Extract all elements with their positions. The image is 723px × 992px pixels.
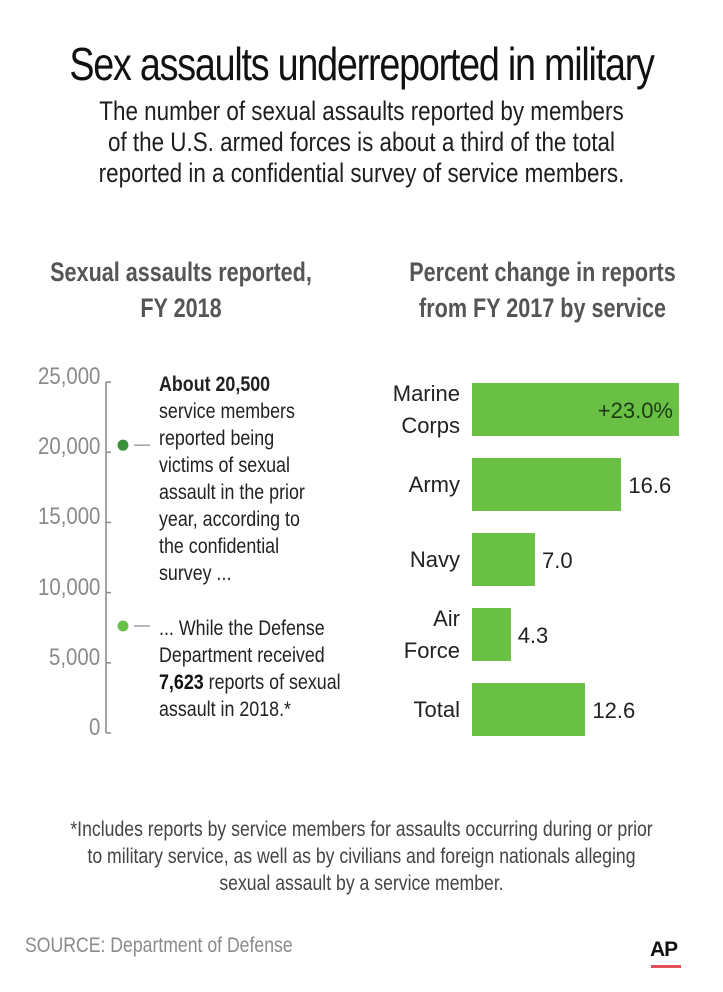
bar-value-label: 7.0 [542,547,573,573]
chart-title: Sex assaults underreported in military [69,38,655,90]
category-label-line: Corps [401,412,460,438]
y-tick-label: 5,000 [48,643,100,671]
bar-value-label: +23.0% [597,397,673,423]
dod-annotation-bold: 7,623 [159,671,204,694]
annotation-text: reports of sexual [203,671,341,694]
footnote: *Includes reports by service members for… [0,816,723,897]
category-label-line: Force [403,637,460,663]
left-chart-title-line: FY 2018 [140,293,222,323]
annotation-line: service members [159,400,295,423]
bar [472,458,622,511]
ap-logo-underline [651,965,681,968]
category-label-line: Army [408,471,460,497]
category-label-line: Marine [392,380,460,406]
annotation-line: 7,623 reports of sexual [159,669,346,696]
footnote-line: to military service, as well as by civil… [87,845,636,868]
footnote-line: sexual assault by a service member. [219,872,504,895]
annotation-line: the confidential [159,535,280,558]
right-chart-title: Percent change in reports from FY 2017 b… [398,254,687,326]
survey-annotation-bold: About 20,500 [159,373,271,396]
bar-category-label: Army [409,469,460,501]
dod-data-point [117,620,129,632]
annotation-line: victims of sexual [159,454,290,477]
left-chart-title: Sexual assaults reported, FY 2018 [36,254,326,326]
bar-category-label: Total [414,694,460,726]
ap-logo: AP [650,938,678,961]
dod-annotation: ... While the Defense Department receive… [159,615,346,723]
category-label-line: Total [413,696,460,722]
source-credit: SOURCE: Department of Defense [25,934,293,957]
bar-value-label: 16.6 [628,472,672,498]
bar [472,683,586,736]
annotation-line: assault in 2018.* [159,698,291,721]
survey-data-point [117,439,129,451]
bar [472,608,511,661]
y-tick-label: 10,000 [37,573,100,601]
chart-subtitle: The number of sexual assaults reported b… [0,96,723,189]
annotation-line: assault in the prior [159,481,305,504]
annotation-line: Department received [159,644,325,667]
bar-category-label: Air Force [404,603,460,667]
bar [472,383,679,436]
annotation-line: reported being [159,427,275,450]
annotation-line: year, according to [159,508,300,531]
subtitle-line: The number of sexual assaults reported b… [99,96,624,126]
annotation-line: survey ... [159,562,232,585]
bar-category-label: Marine Corps [393,378,460,442]
bar-value-label: 4.3 [517,622,549,648]
category-label-line: Air [433,605,460,631]
footnote-line: *Includes reports by service members for… [70,818,653,841]
y-tick-label: 15,000 [37,503,100,531]
subtitle-line: reported in a confidential survey of ser… [98,158,625,188]
right-chart-title-line: from FY 2017 by service [419,293,666,323]
bar [472,533,535,586]
left-chart-title-line: Sexual assaults reported, [50,257,312,287]
category-label-line: Navy [409,546,460,572]
bar-category-label: Navy [410,544,460,576]
y-tick-label: 0 [88,714,100,741]
bar-value-label: 12.6 [592,697,636,723]
y-tick-label: 20,000 [37,433,100,461]
y-tick-label: 25,000 [37,363,100,390]
right-chart-title-line: Percent change in reports [409,257,676,287]
survey-annotation: About 20,500 service members reported be… [159,371,346,587]
subtitle-line: of the U.S. armed forces is about a thir… [107,127,615,157]
annotation-line: ... While the Defense [159,617,325,640]
